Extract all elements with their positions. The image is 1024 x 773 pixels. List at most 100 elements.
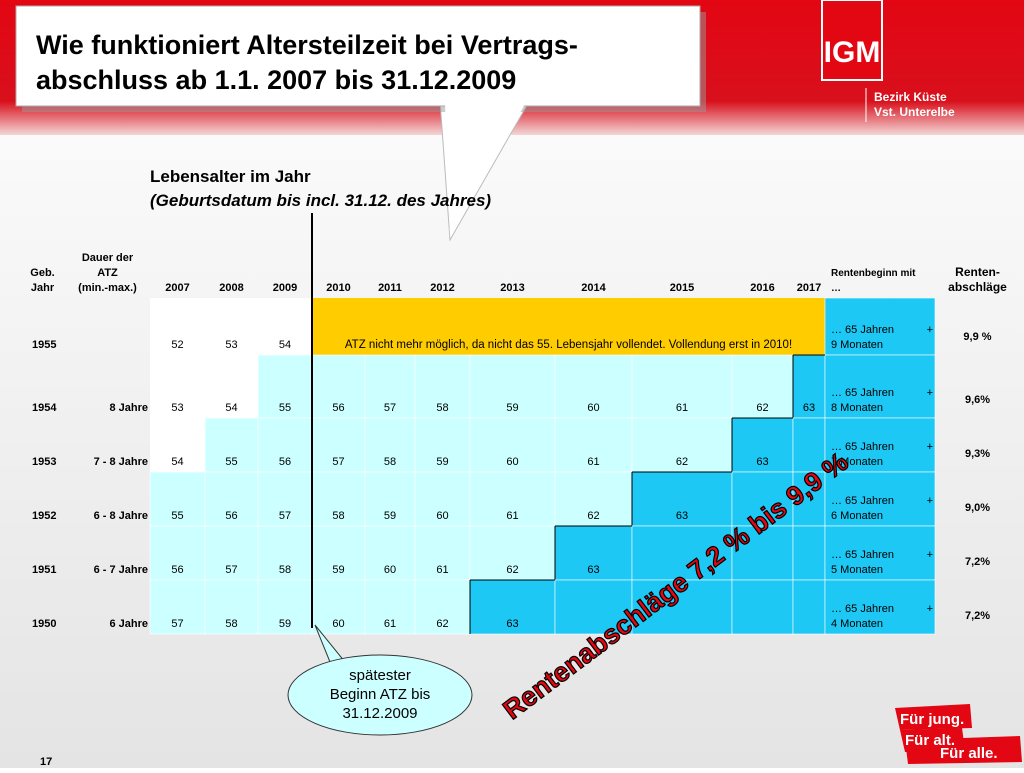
cell [469,417,556,473]
slogan: Für jung. [900,711,964,728]
age: 56 [171,564,183,576]
column-header: 2013 [500,282,524,294]
logo [821,0,883,81]
pension: … 65 Jahren [831,324,894,336]
birth-year: 1951 [32,564,56,576]
column-header: 2015 [670,282,694,294]
discount: 9,6% [965,394,990,406]
column-header: abschläge [948,280,1007,294]
birth-year: 1952 [32,510,56,522]
column-header: 2012 [430,282,454,294]
column-header: 2008 [219,282,243,294]
slogan-shape [905,736,1022,764]
age: 59 [332,564,344,576]
age: 62 [506,564,518,576]
cell [792,417,826,473]
cell [554,525,633,581]
age: 62 [676,456,688,468]
pension-cell [824,525,936,581]
age: 61 [384,618,396,630]
cell [554,417,633,473]
pension: … 65 Jahren [831,495,894,507]
age: 53 [171,402,183,414]
callout-text: spätester [349,667,411,684]
org-line: Vst. Unterelbe [874,105,955,119]
pension: + [927,603,933,615]
age: 58 [279,564,291,576]
pension: … 65 Jahren [831,387,894,399]
age: 60 [587,402,599,414]
duration: 6 - 7 Jahre [94,564,148,576]
age: 60 [384,564,396,576]
column-header: 2007 [165,282,189,294]
cell [792,579,826,635]
cell [631,579,733,635]
age: 57 [279,510,291,522]
duration: 7 - 8 Jahre [94,456,148,468]
age: 54 [225,402,237,414]
column-header: (min.-max.) [78,282,137,294]
age: 63 [506,618,518,630]
subtitle: Lebensalter im Jahr [150,167,311,186]
cell [414,525,471,581]
column-header: Renten- [955,265,1000,279]
cell [414,354,471,419]
age: 63 [587,564,599,576]
age: 58 [332,510,344,522]
age: 58 [225,618,237,630]
age: 58 [384,456,396,468]
pension: 4 Monaten [831,618,883,630]
discount: 7,2% [965,556,990,568]
age: 62 [587,510,599,522]
age: 60 [436,510,448,522]
cell [149,525,206,581]
age: 56 [332,402,344,414]
pension: + [927,387,933,399]
cell [469,525,556,581]
discount: 9,9 % [963,331,991,343]
discount: 9,0% [965,502,990,514]
title-pointer-fill [445,104,525,236]
age: 55 [171,510,183,522]
birth-year: 1950 [32,618,56,630]
cell [731,354,794,419]
page-number: 17 [40,756,52,768]
age: 63 [803,402,815,414]
org-line: Bezirk Küste [874,90,947,104]
column-header: 2009 [273,282,297,294]
cell [150,298,205,355]
cell [257,471,313,527]
slogan: Für alt. [905,732,955,749]
cell [364,417,416,473]
age: 57 [225,564,237,576]
pension-cell [824,297,936,356]
age: 63 [676,510,688,522]
callout-text: 31.12.2009 [342,705,417,722]
column-header: 2010 [326,282,350,294]
age: 57 [171,618,183,630]
callout [287,654,473,736]
cell [364,525,416,581]
title-line: abschluss ab 1.1. 2007 bis 31.12.2009 [36,65,516,95]
pension: + [927,324,933,336]
pension-cell [824,579,936,635]
cell [311,471,366,527]
birth-year: 1954 [32,402,57,414]
column-header: … [831,283,841,294]
pension-cell [824,417,936,473]
pension: … 65 Jahren [831,603,894,615]
age: 54 [171,456,183,468]
age: 57 [332,456,344,468]
column-header: ATZ [97,267,118,279]
age: 61 [506,510,518,522]
column-header: Geb. [30,267,54,279]
age: 56 [279,456,291,468]
pension: 7 Monaten [831,456,883,468]
age: 55 [279,402,291,414]
age: 52 [171,339,183,351]
age: 60 [506,456,518,468]
cell [204,471,259,527]
age: 61 [587,456,599,468]
slogan: Für alle. [940,745,998,762]
age: 63 [756,456,768,468]
